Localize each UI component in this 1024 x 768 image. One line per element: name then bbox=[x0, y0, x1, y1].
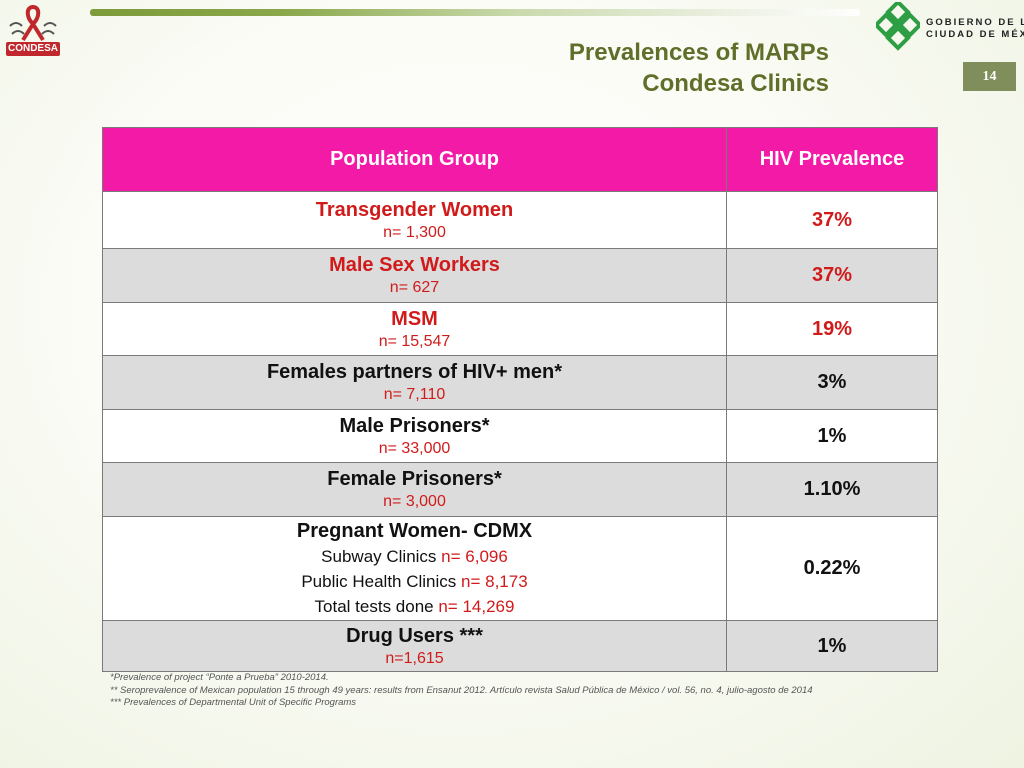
prevalence-cell: 37% bbox=[726, 248, 938, 303]
sub-group-label: Subway Clinics bbox=[321, 546, 442, 566]
prevalence-cell: 1.10% bbox=[726, 462, 938, 517]
cdmx-government-logo: GOBIERNO DE LA CIUDAD DE MÉXICO bbox=[873, 0, 1024, 52]
group-name: MSM bbox=[391, 307, 438, 330]
sample-size: n= 33,000 bbox=[378, 439, 451, 457]
prevalence-cell: 37% bbox=[726, 191, 938, 249]
sample-size: n=1,615 bbox=[385, 649, 444, 667]
ribbon-icon bbox=[9, 4, 57, 42]
cdmx-emblem-icon bbox=[873, 0, 923, 51]
group-name: Transgender Women bbox=[315, 198, 514, 221]
slide-title: Prevalences of MARPs Condesa Clinics bbox=[569, 37, 829, 99]
population-group-cell: Drug Users *** n=1,615 bbox=[102, 620, 727, 672]
prevalence-cell: 3% bbox=[726, 355, 938, 410]
prevalence-cell: 19% bbox=[726, 302, 938, 356]
footnote: ** Seroprevalence of Mexican population … bbox=[110, 684, 813, 696]
prevalence-value: 1% bbox=[817, 634, 847, 657]
slide-title-line1: Prevalences of MARPs bbox=[568, 39, 829, 66]
prevalence-value: 0.22% bbox=[803, 557, 861, 579]
sample-size: n= 3,000 bbox=[383, 493, 446, 510]
sample-size: n= 1,300 bbox=[383, 223, 446, 241]
condesa-logo: CONDESA bbox=[4, 4, 62, 62]
group-name: Females partners of HIV+ men* bbox=[266, 361, 563, 383]
sub-group-label: Public Health Clinics bbox=[301, 571, 462, 591]
cdmx-logo-line1: GOBIERNO DE LA bbox=[926, 17, 1024, 28]
population-group-cell: Female Prisoners* n= 3,000 bbox=[102, 462, 727, 517]
sample-size: n= 14,269 bbox=[438, 596, 515, 616]
sample-size: n= 627 bbox=[389, 279, 440, 296]
group-name: Pregnant Women- CDMX bbox=[296, 519, 533, 542]
prevalence-cell: 1% bbox=[726, 409, 938, 463]
footnotes: *Prevalence of project “Ponte a Prueba” … bbox=[110, 672, 990, 710]
population-group-cell: Females partners of HIV+ men* n= 7,110 bbox=[102, 355, 727, 410]
table-row: Female Prisoners* n= 3,000 1.10% bbox=[102, 462, 938, 517]
population-group-cell: Transgender Women n= 1,300 bbox=[102, 191, 727, 249]
sub-group-label: Total tests done bbox=[314, 596, 439, 616]
condesa-logo-label: CONDESA bbox=[6, 42, 60, 56]
population-group-cell: Male Sex Workers n= 627 bbox=[102, 248, 727, 303]
top-accent-bar bbox=[90, 9, 860, 16]
prevalence-value: 1.10% bbox=[803, 478, 861, 500]
sample-size: n= 7,110 bbox=[383, 386, 446, 403]
prevalence-value: 1% bbox=[817, 424, 847, 447]
table-row: Pregnant Women- CDMX Subway Clinics n= 6… bbox=[102, 516, 938, 621]
prevalence-value: 37% bbox=[811, 264, 853, 286]
sub-group-total: Total tests done n= 14,269 bbox=[103, 594, 726, 619]
sub-group-subway: Subway Clinics n= 6,096 bbox=[103, 544, 726, 569]
table-row: Male Sex Workers n= 627 37% bbox=[102, 248, 938, 303]
prevalence-value: 37% bbox=[811, 208, 853, 231]
group-name: Male Prisoners* bbox=[339, 414, 490, 437]
cdmx-logo-line2: CIUDAD DE MÉXICO bbox=[926, 29, 1024, 40]
table-header-row: Population Group HIV Prevalence bbox=[102, 127, 938, 192]
page-number-badge: 14 bbox=[963, 62, 1016, 91]
slide-title-line2: Condesa Clinics bbox=[642, 70, 829, 97]
sample-size: n= 6,096 bbox=[441, 546, 508, 566]
table-row: Transgender Women n= 1,300 37% bbox=[102, 191, 938, 249]
column-header-population-group: Population Group bbox=[102, 127, 727, 192]
group-name: Female Prisoners* bbox=[327, 468, 502, 490]
table-row: Females partners of HIV+ men* n= 7,110 3… bbox=[102, 355, 938, 410]
prevalence-value: 19% bbox=[811, 317, 853, 340]
population-group-cell: Male Prisoners* n= 33,000 bbox=[102, 409, 727, 463]
prevalence-value: 3% bbox=[817, 371, 847, 393]
sub-group-public-health: Public Health Clinics n= 8,173 bbox=[103, 569, 726, 594]
group-name: Drug Users *** bbox=[346, 624, 483, 647]
sample-size: n= 8,173 bbox=[461, 571, 528, 591]
population-group-cell: MSM n= 15,547 bbox=[102, 302, 727, 356]
column-header-hiv-prevalence: HIV Prevalence bbox=[726, 127, 938, 192]
prevalence-table: Population Group HIV Prevalence Transgen… bbox=[102, 127, 938, 672]
population-group-cell: Pregnant Women- CDMX Subway Clinics n= 6… bbox=[102, 516, 727, 621]
table-row: Male Prisoners* n= 33,000 1% bbox=[102, 409, 938, 463]
table-row: Drug Users *** n=1,615 1% bbox=[102, 620, 938, 672]
table-row: MSM n= 15,547 19% bbox=[102, 302, 938, 356]
sample-size: n= 15,547 bbox=[378, 332, 451, 350]
group-name: Male Sex Workers bbox=[329, 254, 500, 276]
prevalence-cell: 0.22% bbox=[726, 516, 938, 621]
footnote: *** Prevalences of Departmental Unit of … bbox=[110, 697, 357, 708]
prevalence-cell: 1% bbox=[726, 620, 938, 672]
cdmx-logo-text: GOBIERNO DE LA CIUDAD DE MÉXICO bbox=[926, 17, 1024, 41]
footnote: *Prevalence of project “Ponte a Prueba” … bbox=[110, 672, 329, 683]
